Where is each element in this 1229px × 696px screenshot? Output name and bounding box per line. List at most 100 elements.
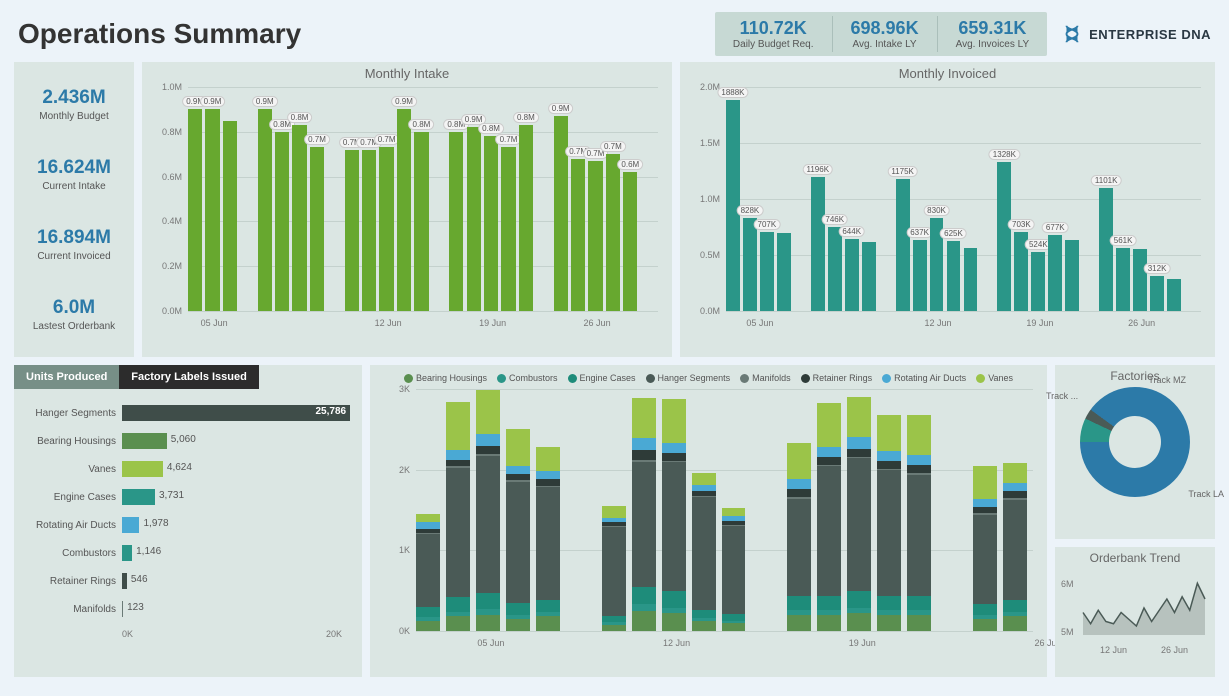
stacked-segment[interactable] xyxy=(536,486,560,488)
stacked-segment[interactable] xyxy=(602,526,626,527)
stacked-segment[interactable] xyxy=(446,450,470,460)
hbar-row[interactable]: Bearing Housings5,060 xyxy=(18,427,352,455)
tab-units-produced[interactable]: Units Produced xyxy=(14,365,119,389)
stacked-segment[interactable] xyxy=(787,479,811,489)
bar[interactable] xyxy=(726,100,740,311)
stacked-segment[interactable] xyxy=(632,587,656,605)
stacked-segment[interactable] xyxy=(907,615,931,631)
stacked-segment[interactable] xyxy=(787,489,811,497)
bar[interactable] xyxy=(1167,279,1181,311)
stacked-segment[interactable] xyxy=(602,506,626,518)
stacked-segment[interactable] xyxy=(692,491,716,496)
hbar-row[interactable]: Engine Cases3,731 xyxy=(18,483,352,511)
stacked-segment[interactable] xyxy=(907,596,931,611)
stacked-segment[interactable] xyxy=(602,625,626,631)
stacked-segment[interactable] xyxy=(662,453,686,461)
stacked-segment[interactable] xyxy=(662,613,686,631)
stacked-segment[interactable] xyxy=(602,522,626,526)
bar[interactable] xyxy=(310,147,324,311)
bar[interactable] xyxy=(623,172,637,311)
stacked-segment[interactable] xyxy=(973,619,997,631)
monthly-intake-chart[interactable]: Monthly Intake 0.0M0.2M0.4M0.6M0.8M1.0M0… xyxy=(142,62,672,357)
hbar-row[interactable]: Rotating Air Ducts1,978 xyxy=(18,511,352,539)
stacked-segment[interactable] xyxy=(476,609,500,615)
stacked-segment[interactable] xyxy=(1003,498,1027,500)
bar[interactable] xyxy=(1048,235,1062,311)
stacked-segment[interactable] xyxy=(847,608,871,614)
hbar-row[interactable]: Combustors1,146 xyxy=(18,539,352,567)
stacked-segment[interactable] xyxy=(632,398,656,438)
factories-donut-panel[interactable]: Factories Track MZTrack ...Track LA xyxy=(1055,365,1215,539)
stacked-segment[interactable] xyxy=(973,515,997,604)
stacked-segment[interactable] xyxy=(817,447,841,457)
bar[interactable] xyxy=(258,109,272,311)
stacked-segment[interactable] xyxy=(446,597,470,612)
stacked-segment[interactable] xyxy=(817,596,841,611)
stacked-segment[interactable] xyxy=(877,469,901,471)
stacked-segment[interactable] xyxy=(973,466,997,498)
stacked-segment[interactable] xyxy=(692,621,716,631)
stacked-segment[interactable] xyxy=(722,516,746,520)
stacked-segment[interactable] xyxy=(847,449,871,457)
bar[interactable] xyxy=(997,162,1011,311)
stacked-segment[interactable] xyxy=(817,457,841,465)
stacked-segment[interactable] xyxy=(787,596,811,611)
legend-item[interactable]: Rotating Air Ducts xyxy=(882,373,966,383)
stacked-segment[interactable] xyxy=(722,508,746,516)
stacked-segment[interactable] xyxy=(632,604,656,610)
orderbank-trend-panel[interactable]: Orderbank Trend 5M6M12 Jun26 Jun xyxy=(1055,547,1215,677)
stacked-segment[interactable] xyxy=(536,487,560,600)
stacked-segment[interactable] xyxy=(817,610,841,615)
bar[interactable] xyxy=(777,233,791,311)
stacked-segment[interactable] xyxy=(973,499,997,507)
bar[interactable] xyxy=(588,161,602,311)
bar[interactable] xyxy=(1099,188,1113,311)
stacked-segment[interactable] xyxy=(632,462,656,587)
stacked-segment[interactable] xyxy=(787,499,811,596)
stacked-segment[interactable] xyxy=(416,533,440,535)
stacked-segment[interactable] xyxy=(692,485,716,491)
bar[interactable] xyxy=(862,242,876,311)
bar[interactable] xyxy=(275,132,289,311)
stacked-segment[interactable] xyxy=(973,507,997,513)
stacked-segment[interactable] xyxy=(536,612,560,616)
bar[interactable] xyxy=(1133,249,1147,311)
stacked-segment[interactable] xyxy=(1003,483,1027,491)
stacked-segment[interactable] xyxy=(722,623,746,631)
bar[interactable] xyxy=(188,109,202,311)
legend-item[interactable]: Combustors xyxy=(497,373,558,383)
stacked-segment[interactable] xyxy=(847,458,871,591)
stacked-segment[interactable] xyxy=(632,460,656,462)
bar[interactable] xyxy=(449,132,463,311)
bar[interactable] xyxy=(467,127,481,311)
stacked-segment[interactable] xyxy=(416,621,440,631)
stacked-segment[interactable] xyxy=(973,604,997,615)
stacked-segment[interactable] xyxy=(506,480,530,482)
stacked-segment[interactable] xyxy=(907,475,931,596)
stacked-segment[interactable] xyxy=(416,529,440,533)
bar[interactable] xyxy=(1116,248,1130,311)
bar[interactable] xyxy=(362,150,376,311)
bar[interactable] xyxy=(292,125,306,311)
stacked-segment[interactable] xyxy=(692,497,716,610)
legend-item[interactable]: Engine Cases xyxy=(568,373,636,383)
legend-item[interactable]: Bearing Housings xyxy=(404,373,487,383)
tab-factory-labels[interactable]: Factory Labels Issued xyxy=(119,365,259,389)
stacked-segment[interactable] xyxy=(662,608,686,614)
stacked-segment[interactable] xyxy=(476,454,500,456)
donut-ring[interactable] xyxy=(1080,387,1190,497)
stacked-segment[interactable] xyxy=(722,525,746,614)
stacked-segment[interactable] xyxy=(973,513,997,515)
stacked-segment[interactable] xyxy=(476,593,500,609)
stacked-segment[interactable] xyxy=(446,616,470,631)
bar[interactable] xyxy=(913,240,927,311)
bar[interactable] xyxy=(554,116,568,311)
stacked-segment[interactable] xyxy=(416,534,440,607)
stacked-segment[interactable] xyxy=(506,615,530,619)
bar[interactable] xyxy=(1150,276,1164,311)
stacked-segment[interactable] xyxy=(907,473,931,475)
bar[interactable] xyxy=(811,177,825,311)
stacked-segment[interactable] xyxy=(476,456,500,593)
stacked-segment[interactable] xyxy=(692,610,716,618)
stacked-segment[interactable] xyxy=(506,619,530,631)
